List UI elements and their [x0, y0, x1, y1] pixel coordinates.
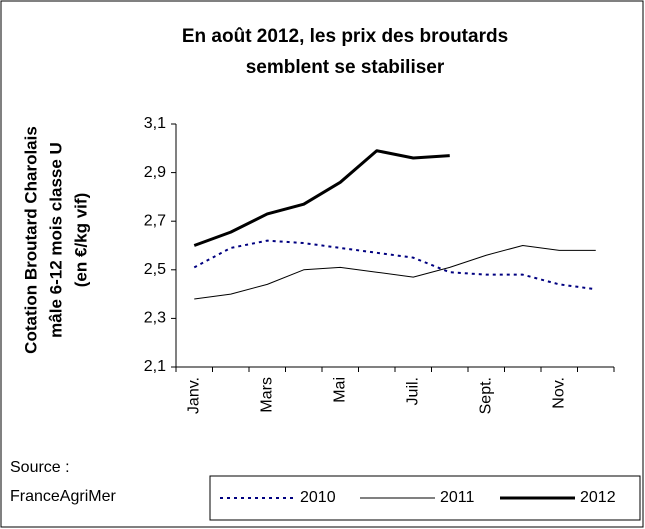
- series-line: [193, 149, 450, 247]
- legend-label: 2012: [580, 489, 616, 506]
- x-tick-label: Sept.: [477, 377, 494, 414]
- x-tick-label: Mars: [258, 377, 275, 413]
- chart-title: semblent se stabiliser: [246, 57, 445, 78]
- series-line: [193, 239, 596, 291]
- x-tick-label: Juil.: [404, 377, 421, 405]
- y-axis-label: Cotation Broutard Charolais: [21, 126, 40, 354]
- legend-label: 2011: [440, 489, 475, 506]
- x-tick-label: Nov.: [550, 377, 567, 409]
- y-axis-label: (en €/kg vif): [71, 193, 90, 287]
- y-tick-label: 2,5: [144, 261, 166, 278]
- x-tick-label: Mai: [331, 377, 348, 403]
- y-tick-label: 2,3: [144, 310, 166, 327]
- x-tick-label: Janv.: [185, 377, 202, 414]
- legend-label: 2010: [300, 489, 336, 506]
- series-line: [194, 245, 596, 300]
- y-tick-label: 2,1: [144, 358, 166, 375]
- y-tick-label: 2,7: [144, 212, 166, 229]
- y-axis-label: mâle 6-12 mois classe U: [46, 142, 65, 338]
- y-tick-label: 3,1: [144, 115, 166, 132]
- y-tick-label: 2,9: [144, 164, 166, 181]
- source-name: FranceAgriMer: [10, 488, 116, 505]
- chart-title: En août 2012, les prix des broutards: [182, 26, 508, 47]
- source-label: Source :: [10, 459, 70, 476]
